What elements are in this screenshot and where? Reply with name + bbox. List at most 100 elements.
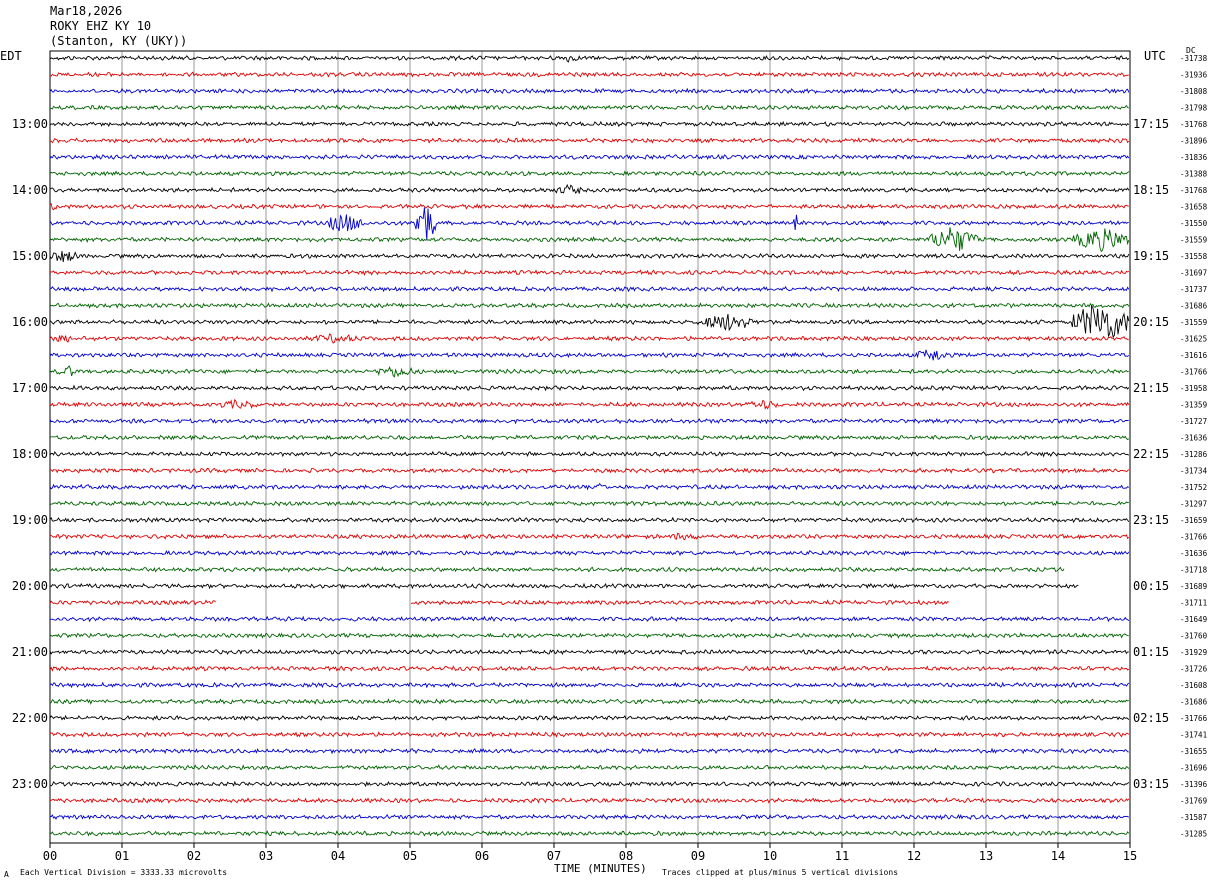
dc-offset-label: -31696 [1180, 764, 1208, 773]
seismic-trace [49, 830, 1130, 837]
dc-offset-label: -31936 [1180, 71, 1208, 80]
seismic-trace [49, 698, 1130, 706]
dc-offset-label: -31608 [1180, 681, 1208, 690]
dc-offset-label: -31686 [1180, 302, 1208, 311]
x-tick-label: 03 [259, 849, 273, 863]
seismic-trace [49, 384, 1130, 392]
right-hour-label: 03:15 [1133, 777, 1169, 791]
right-hour-label: 19:15 [1133, 249, 1169, 263]
seismic-trace [49, 227, 1130, 253]
dc-offset-label: -31359 [1180, 401, 1207, 410]
seismic-trace [49, 269, 1130, 277]
x-tick-label: 14 [1051, 849, 1065, 863]
right-hour-label: 21:15 [1133, 381, 1169, 395]
x-axis-title: TIME (MINUTES) [554, 862, 647, 875]
dc-offset-label: -31587 [1180, 813, 1207, 822]
seismic-trace [49, 104, 1129, 111]
seismic-trace [49, 202, 1129, 211]
seismic-trace [49, 207, 1129, 241]
right-hour-label: 22:15 [1133, 447, 1169, 461]
dc-offset-label: -31752 [1180, 483, 1207, 492]
left-hour-label: 14:00 [12, 183, 48, 197]
dc-offset-label: -31559 [1180, 236, 1207, 245]
dc-offset-label: -31697 [1180, 269, 1207, 278]
plot-frame [49, 50, 1131, 844]
seismic-trace [49, 54, 1130, 63]
left-hour-label: 21:00 [12, 645, 48, 659]
x-tick-label: 15 [1123, 849, 1137, 863]
seismic-trace [49, 333, 1129, 344]
dc-offset-label: -31769 [1180, 797, 1207, 806]
right-hour-label: 20:15 [1133, 315, 1169, 329]
seismic-trace [49, 566, 1065, 573]
seismic-trace [49, 780, 1130, 788]
x-tick-label: 11 [835, 849, 849, 863]
seismic-trace [49, 302, 1130, 309]
left-hour-label: 23:00 [12, 777, 48, 791]
seismic-trace [49, 532, 1130, 541]
left-hour-label: 16:00 [12, 315, 48, 329]
dc-offset-label: -31550 [1180, 219, 1208, 228]
dc-offset-label: -31659 [1180, 516, 1207, 525]
dc-offset-label: -31734 [1180, 467, 1208, 476]
x-tick-label: 12 [907, 849, 921, 863]
seismic-trace [49, 615, 1130, 623]
dc-offset-label: -31836 [1180, 153, 1208, 162]
seismic-trace [49, 648, 1129, 656]
x-tick-label: 04 [331, 849, 345, 863]
seismic-trace [49, 599, 949, 606]
seismic-trace [49, 482, 1130, 491]
x-tick-label: 08 [619, 849, 633, 863]
dc-offset-label: -31649 [1180, 615, 1207, 624]
x-tick-label: 06 [475, 849, 489, 863]
right-hour-label: 00:15 [1133, 579, 1169, 593]
left-hour-label: 15:00 [12, 249, 48, 263]
dc-offset-label: -31636 [1180, 549, 1208, 558]
dc-offset-label: -31686 [1180, 698, 1208, 707]
dc-offset-label: -31738 [1180, 54, 1208, 63]
dc-offset-label: -31766 [1180, 714, 1208, 723]
dc-offset-label: -31285 [1180, 830, 1207, 839]
dc-offset-label: -31658 [1180, 203, 1208, 212]
right-hour-label: 01:15 [1133, 645, 1169, 659]
dc-offset-header: DC [1186, 46, 1196, 55]
right-hour-label: 18:15 [1133, 183, 1169, 197]
seismic-trace [49, 434, 1130, 441]
left-hour-label: 13:00 [12, 117, 48, 131]
dc-offset-label: -31760 [1180, 632, 1208, 641]
dc-offset-label: -31958 [1180, 384, 1208, 393]
seismic-trace [49, 305, 1130, 339]
seismic-trace [49, 365, 1129, 378]
seismic-trace [49, 549, 1130, 557]
plot-date: Mar18,2026 [50, 4, 123, 18]
seismic-trace [49, 632, 1129, 639]
seismic-trace [49, 285, 1130, 293]
x-tick-label: 01 [115, 849, 129, 863]
x-tick-label: 07 [547, 849, 561, 863]
seismic-trace [49, 120, 1130, 128]
right-hour-label: 17:15 [1133, 117, 1169, 131]
seismic-trace [49, 170, 1130, 177]
dc-offset-label: -31737 [1180, 285, 1207, 294]
left-hour-label: 18:00 [12, 447, 48, 461]
station-name: ROKY EHZ KY 10 [50, 19, 152, 33]
seismic-trace [49, 137, 1130, 144]
seismic-trace [49, 764, 1130, 771]
x-tick-label: 00 [43, 849, 57, 863]
right-hour-label: 23:15 [1133, 513, 1169, 527]
left-hour-label: 22:00 [12, 711, 48, 725]
x-tick-label: 05 [403, 849, 417, 863]
dc-offset-label: -31559 [1180, 318, 1207, 327]
seismic-trace [49, 665, 1130, 672]
seismic-trace [49, 714, 1130, 721]
x-tick-label: 10 [763, 849, 777, 863]
right-timezone-label: UTC [1144, 49, 1166, 63]
dc-offset-label: -31396 [1180, 780, 1208, 789]
dc-offset-label: -31726 [1180, 665, 1208, 674]
seismic-trace [49, 500, 1129, 507]
station-location: (Stanton, KY (UKY)) [50, 34, 188, 48]
dc-offset-label: -31616 [1180, 351, 1208, 360]
dc-offset-label: -31808 [1180, 87, 1208, 96]
seismic-trace [49, 516, 1130, 524]
corner-mark: A [4, 870, 9, 879]
